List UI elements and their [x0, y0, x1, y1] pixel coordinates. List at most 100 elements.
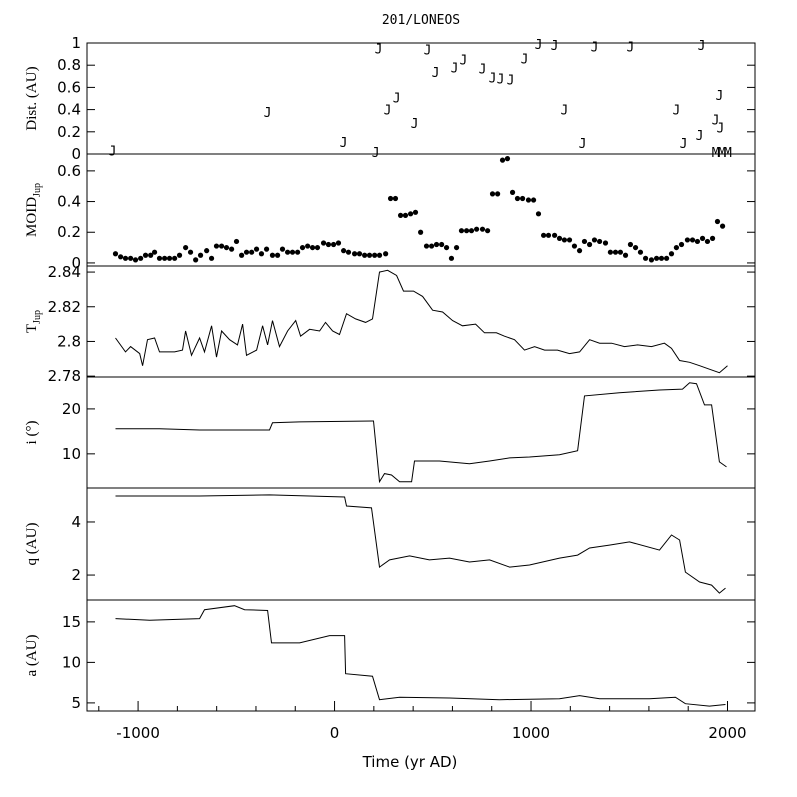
y-axis-label-sub: Jup	[32, 183, 43, 197]
point	[258, 251, 265, 257]
point-marker: J	[696, 129, 704, 144]
y-axis-label-main: i (°)	[24, 421, 40, 445]
data-line	[115, 382, 727, 484]
y-tick-label: 2.8	[57, 332, 81, 350]
point	[443, 244, 450, 251]
y-axis-label-main: MOID	[24, 197, 40, 237]
point	[499, 157, 506, 163]
point-marker: J	[579, 137, 587, 152]
point	[233, 238, 240, 245]
point	[581, 238, 588, 245]
point	[678, 241, 685, 248]
point	[642, 255, 649, 261]
point	[489, 191, 496, 197]
point-marker: J	[535, 38, 543, 53]
point-marker: M	[718, 146, 726, 161]
point-marker: J	[340, 136, 348, 151]
point	[596, 238, 603, 245]
point	[668, 251, 675, 257]
point	[128, 255, 134, 261]
data-line	[115, 269, 728, 374]
point	[704, 238, 711, 245]
point	[183, 244, 189, 251]
point-marker: J	[521, 53, 529, 68]
point	[351, 251, 358, 257]
point	[335, 240, 342, 246]
point-marker: J	[375, 43, 383, 58]
point	[673, 244, 680, 251]
point	[218, 243, 225, 249]
point	[448, 255, 455, 261]
point	[309, 244, 316, 251]
point	[535, 211, 542, 217]
y-tick-label: 0	[71, 145, 81, 163]
point	[320, 240, 327, 246]
point	[356, 251, 363, 257]
point	[392, 195, 399, 202]
chart-title: 201/LONEOS	[382, 13, 460, 28]
y-axis-label: MOIDJup	[24, 183, 43, 237]
point	[162, 255, 168, 261]
point	[305, 243, 311, 249]
point	[586, 241, 593, 248]
point-marker: M	[712, 146, 720, 161]
y-tick-label: 0.2	[57, 123, 81, 141]
y-tick-label: 5	[71, 694, 81, 712]
y-tick-label: 15	[62, 613, 81, 631]
point	[453, 244, 460, 251]
data-line	[115, 494, 726, 594]
point	[299, 244, 306, 251]
point	[530, 197, 537, 203]
point	[269, 252, 276, 258]
plot-frame	[86, 599, 756, 712]
point	[284, 249, 291, 255]
point	[622, 252, 629, 258]
point	[325, 241, 332, 248]
point-marker: M	[724, 146, 732, 161]
point-marker: J	[432, 66, 440, 81]
point	[407, 211, 414, 217]
point	[142, 252, 149, 258]
x-tick-label: -1000	[116, 724, 160, 742]
point-marker: J	[591, 40, 599, 55]
point	[458, 228, 465, 234]
point	[468, 228, 475, 234]
point	[540, 232, 547, 238]
y-tick-label: 10	[62, 445, 81, 463]
y-tick-label: 10	[62, 653, 81, 671]
y-tick-label: 0.6	[57, 162, 81, 180]
y-axis-label-main: q (AU)	[24, 523, 40, 566]
point	[148, 252, 154, 258]
point	[602, 240, 609, 246]
point-marker: J	[551, 39, 559, 54]
y-axis-label: a (AU)	[24, 634, 40, 676]
point	[556, 235, 563, 241]
point	[289, 249, 296, 255]
point	[204, 248, 210, 254]
point-marker: J	[479, 63, 487, 78]
point-marker: J	[507, 74, 515, 89]
point	[249, 249, 255, 255]
point	[474, 226, 480, 232]
point	[330, 241, 337, 248]
point	[561, 237, 568, 243]
y-tick-label: 0.6	[57, 78, 81, 96]
y-tick-label: 0.2	[57, 223, 81, 241]
point	[495, 191, 501, 197]
point	[607, 249, 613, 255]
point-marker: J	[384, 104, 392, 119]
point	[627, 241, 634, 248]
point	[362, 252, 368, 258]
point	[617, 249, 624, 255]
point	[376, 252, 383, 258]
point-marker: J	[109, 145, 117, 160]
point	[709, 235, 716, 241]
y-tick-label: 0.4	[57, 101, 81, 119]
point-marker: J	[716, 89, 724, 104]
point	[525, 197, 532, 203]
point	[397, 212, 404, 218]
point-marker: J	[672, 104, 680, 119]
y-tick-label: 2.84	[48, 263, 81, 281]
data-line	[115, 605, 726, 707]
